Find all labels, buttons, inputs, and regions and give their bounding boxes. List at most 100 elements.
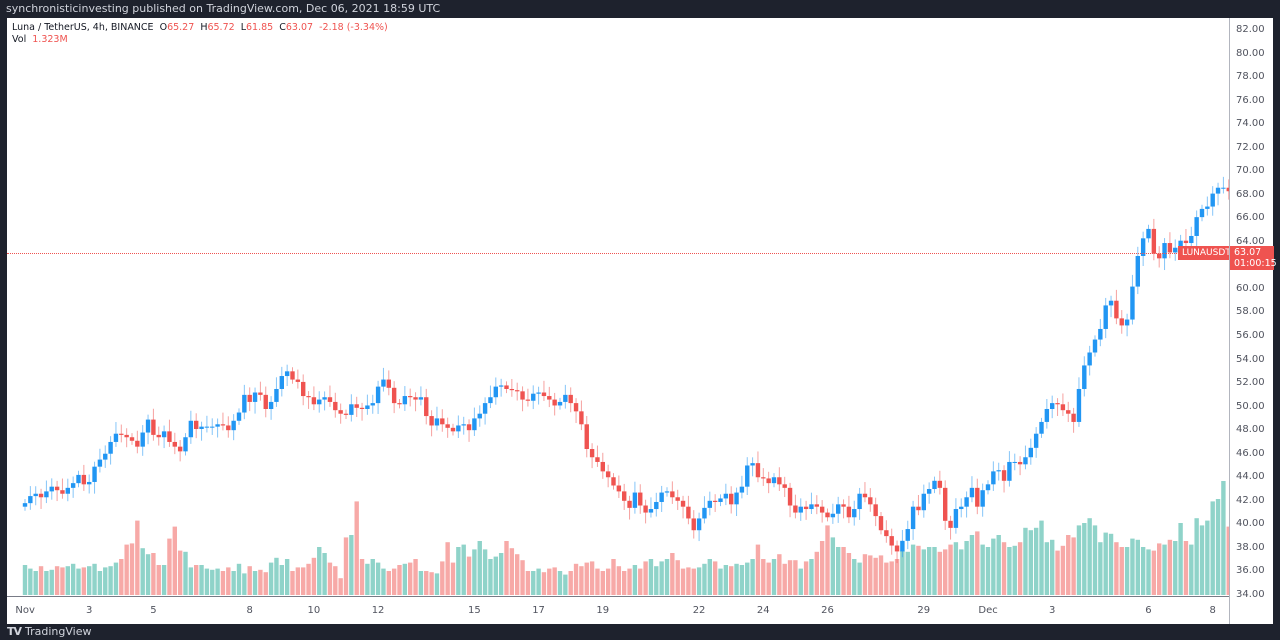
volume-bar bbox=[782, 563, 787, 595]
volume-bar bbox=[1055, 550, 1060, 595]
volume-bar bbox=[1082, 523, 1087, 595]
chart-legend: Luna / TetherUS, 4h, BINANCE O65.27 H65.… bbox=[12, 22, 391, 46]
volume-bar bbox=[959, 549, 964, 595]
volume-bar bbox=[1076, 525, 1082, 595]
candle-up bbox=[852, 509, 857, 518]
candle-down bbox=[675, 497, 680, 501]
time-tick-label: 8 bbox=[1209, 605, 1216, 616]
volume-bar bbox=[22, 565, 28, 595]
volume-bar bbox=[969, 535, 975, 595]
candle-up bbox=[215, 424, 220, 427]
candle-down bbox=[156, 434, 161, 438]
volume-bar bbox=[878, 555, 884, 595]
volume-bar bbox=[1173, 541, 1178, 595]
volume-label[interactable]: Vol bbox=[12, 34, 27, 45]
volume-bar bbox=[873, 557, 878, 595]
volume-bar bbox=[365, 563, 370, 595]
volume-bar bbox=[953, 542, 959, 595]
candle-up bbox=[76, 474, 81, 484]
volume-bar bbox=[1066, 535, 1071, 595]
volume-bar bbox=[28, 568, 33, 595]
chart-plot-area[interactable]: LUNAUSDT bbox=[7, 18, 1229, 596]
volume-bar bbox=[188, 567, 194, 595]
volume-bar bbox=[1092, 525, 1098, 595]
candle-up bbox=[498, 385, 504, 387]
price-tick-label: 52.00 bbox=[1236, 377, 1265, 389]
candle-down bbox=[354, 404, 359, 408]
symbol-label[interactable]: Luna / TetherUS, 4h, BINANCE bbox=[12, 22, 154, 33]
candle-down bbox=[846, 506, 852, 518]
candle-down bbox=[135, 440, 140, 447]
candle-down bbox=[440, 418, 445, 425]
candle-up bbox=[1162, 243, 1167, 259]
candle-down bbox=[638, 492, 643, 506]
volume-bar bbox=[664, 559, 670, 595]
candle-up bbox=[1135, 255, 1140, 287]
candle-down bbox=[584, 424, 589, 450]
candle-up bbox=[70, 483, 76, 488]
price-tick-label: 80.00 bbox=[1236, 47, 1265, 59]
volume-bar bbox=[472, 549, 477, 595]
footer: TV TradingView bbox=[7, 624, 92, 640]
candle-up bbox=[1050, 403, 1055, 409]
candle-up bbox=[531, 393, 536, 401]
volume-bar bbox=[980, 544, 985, 595]
volume-bar bbox=[322, 553, 327, 595]
candle-down bbox=[408, 396, 413, 398]
volume-bar bbox=[852, 559, 857, 595]
volume-bar bbox=[359, 559, 365, 595]
candle-down bbox=[151, 419, 156, 435]
volume-bar bbox=[605, 568, 611, 595]
candle-down bbox=[167, 431, 172, 442]
candle-up bbox=[1098, 328, 1103, 340]
candle-down bbox=[600, 461, 605, 472]
volume-bar bbox=[857, 562, 862, 595]
volume-bar bbox=[589, 561, 595, 595]
tradingview-brand: TradingView bbox=[25, 625, 92, 638]
volume-bar bbox=[841, 547, 846, 595]
price-axis[interactable]: 34.00 36.00 38.00 40.00 42.00 44.00 46.00 48.00… bbox=[1229, 18, 1277, 624]
time-tick-label: 19 bbox=[596, 605, 610, 616]
candle-up bbox=[65, 487, 70, 494]
candle-down bbox=[226, 425, 231, 431]
volume-bar bbox=[531, 571, 536, 595]
candle-down bbox=[889, 536, 894, 546]
candle-up bbox=[1146, 228, 1151, 239]
candle-down bbox=[445, 424, 450, 428]
price-tick-label: 40.00 bbox=[1236, 518, 1265, 530]
volume-bar bbox=[884, 562, 889, 595]
candle-up bbox=[434, 418, 440, 426]
volume-bar bbox=[370, 559, 375, 595]
candle-up bbox=[905, 529, 910, 541]
time-axis[interactable]: Nov 3 5 8 10 12 15 17 19 22 24 26 29 Dec 3 6 8 bbox=[7, 596, 1229, 625]
candle-up bbox=[921, 493, 926, 511]
tradingview-logo-icon: TV bbox=[7, 625, 22, 638]
candle-up bbox=[145, 419, 151, 433]
volume-bar bbox=[718, 568, 723, 595]
candle-up bbox=[87, 481, 92, 485]
volume-bar bbox=[215, 568, 220, 595]
volume-bar bbox=[338, 578, 343, 595]
volume-bar bbox=[1039, 520, 1044, 595]
candle-up bbox=[204, 426, 210, 428]
volume-bar bbox=[670, 553, 675, 595]
volume-bar bbox=[889, 561, 894, 595]
price-tick-label: 78.00 bbox=[1236, 71, 1265, 83]
volume-bar bbox=[306, 563, 311, 595]
volume-bar bbox=[1001, 542, 1007, 595]
volume-bar bbox=[1221, 481, 1226, 595]
candle-up bbox=[236, 412, 242, 421]
candle-down bbox=[466, 424, 472, 431]
price-tick-label: 34.00 bbox=[1236, 588, 1265, 600]
time-tick-label: Dec bbox=[978, 605, 998, 616]
candle-down bbox=[1066, 410, 1071, 414]
volume-bar bbox=[1007, 547, 1012, 595]
volume-bar bbox=[643, 561, 648, 595]
volume-bar bbox=[798, 568, 803, 595]
volume-bar bbox=[386, 571, 391, 595]
candle-down bbox=[787, 487, 793, 506]
volume-bar bbox=[1210, 501, 1215, 595]
candle-down bbox=[712, 500, 718, 502]
candle-up bbox=[750, 463, 755, 466]
volume-bar bbox=[194, 565, 199, 595]
